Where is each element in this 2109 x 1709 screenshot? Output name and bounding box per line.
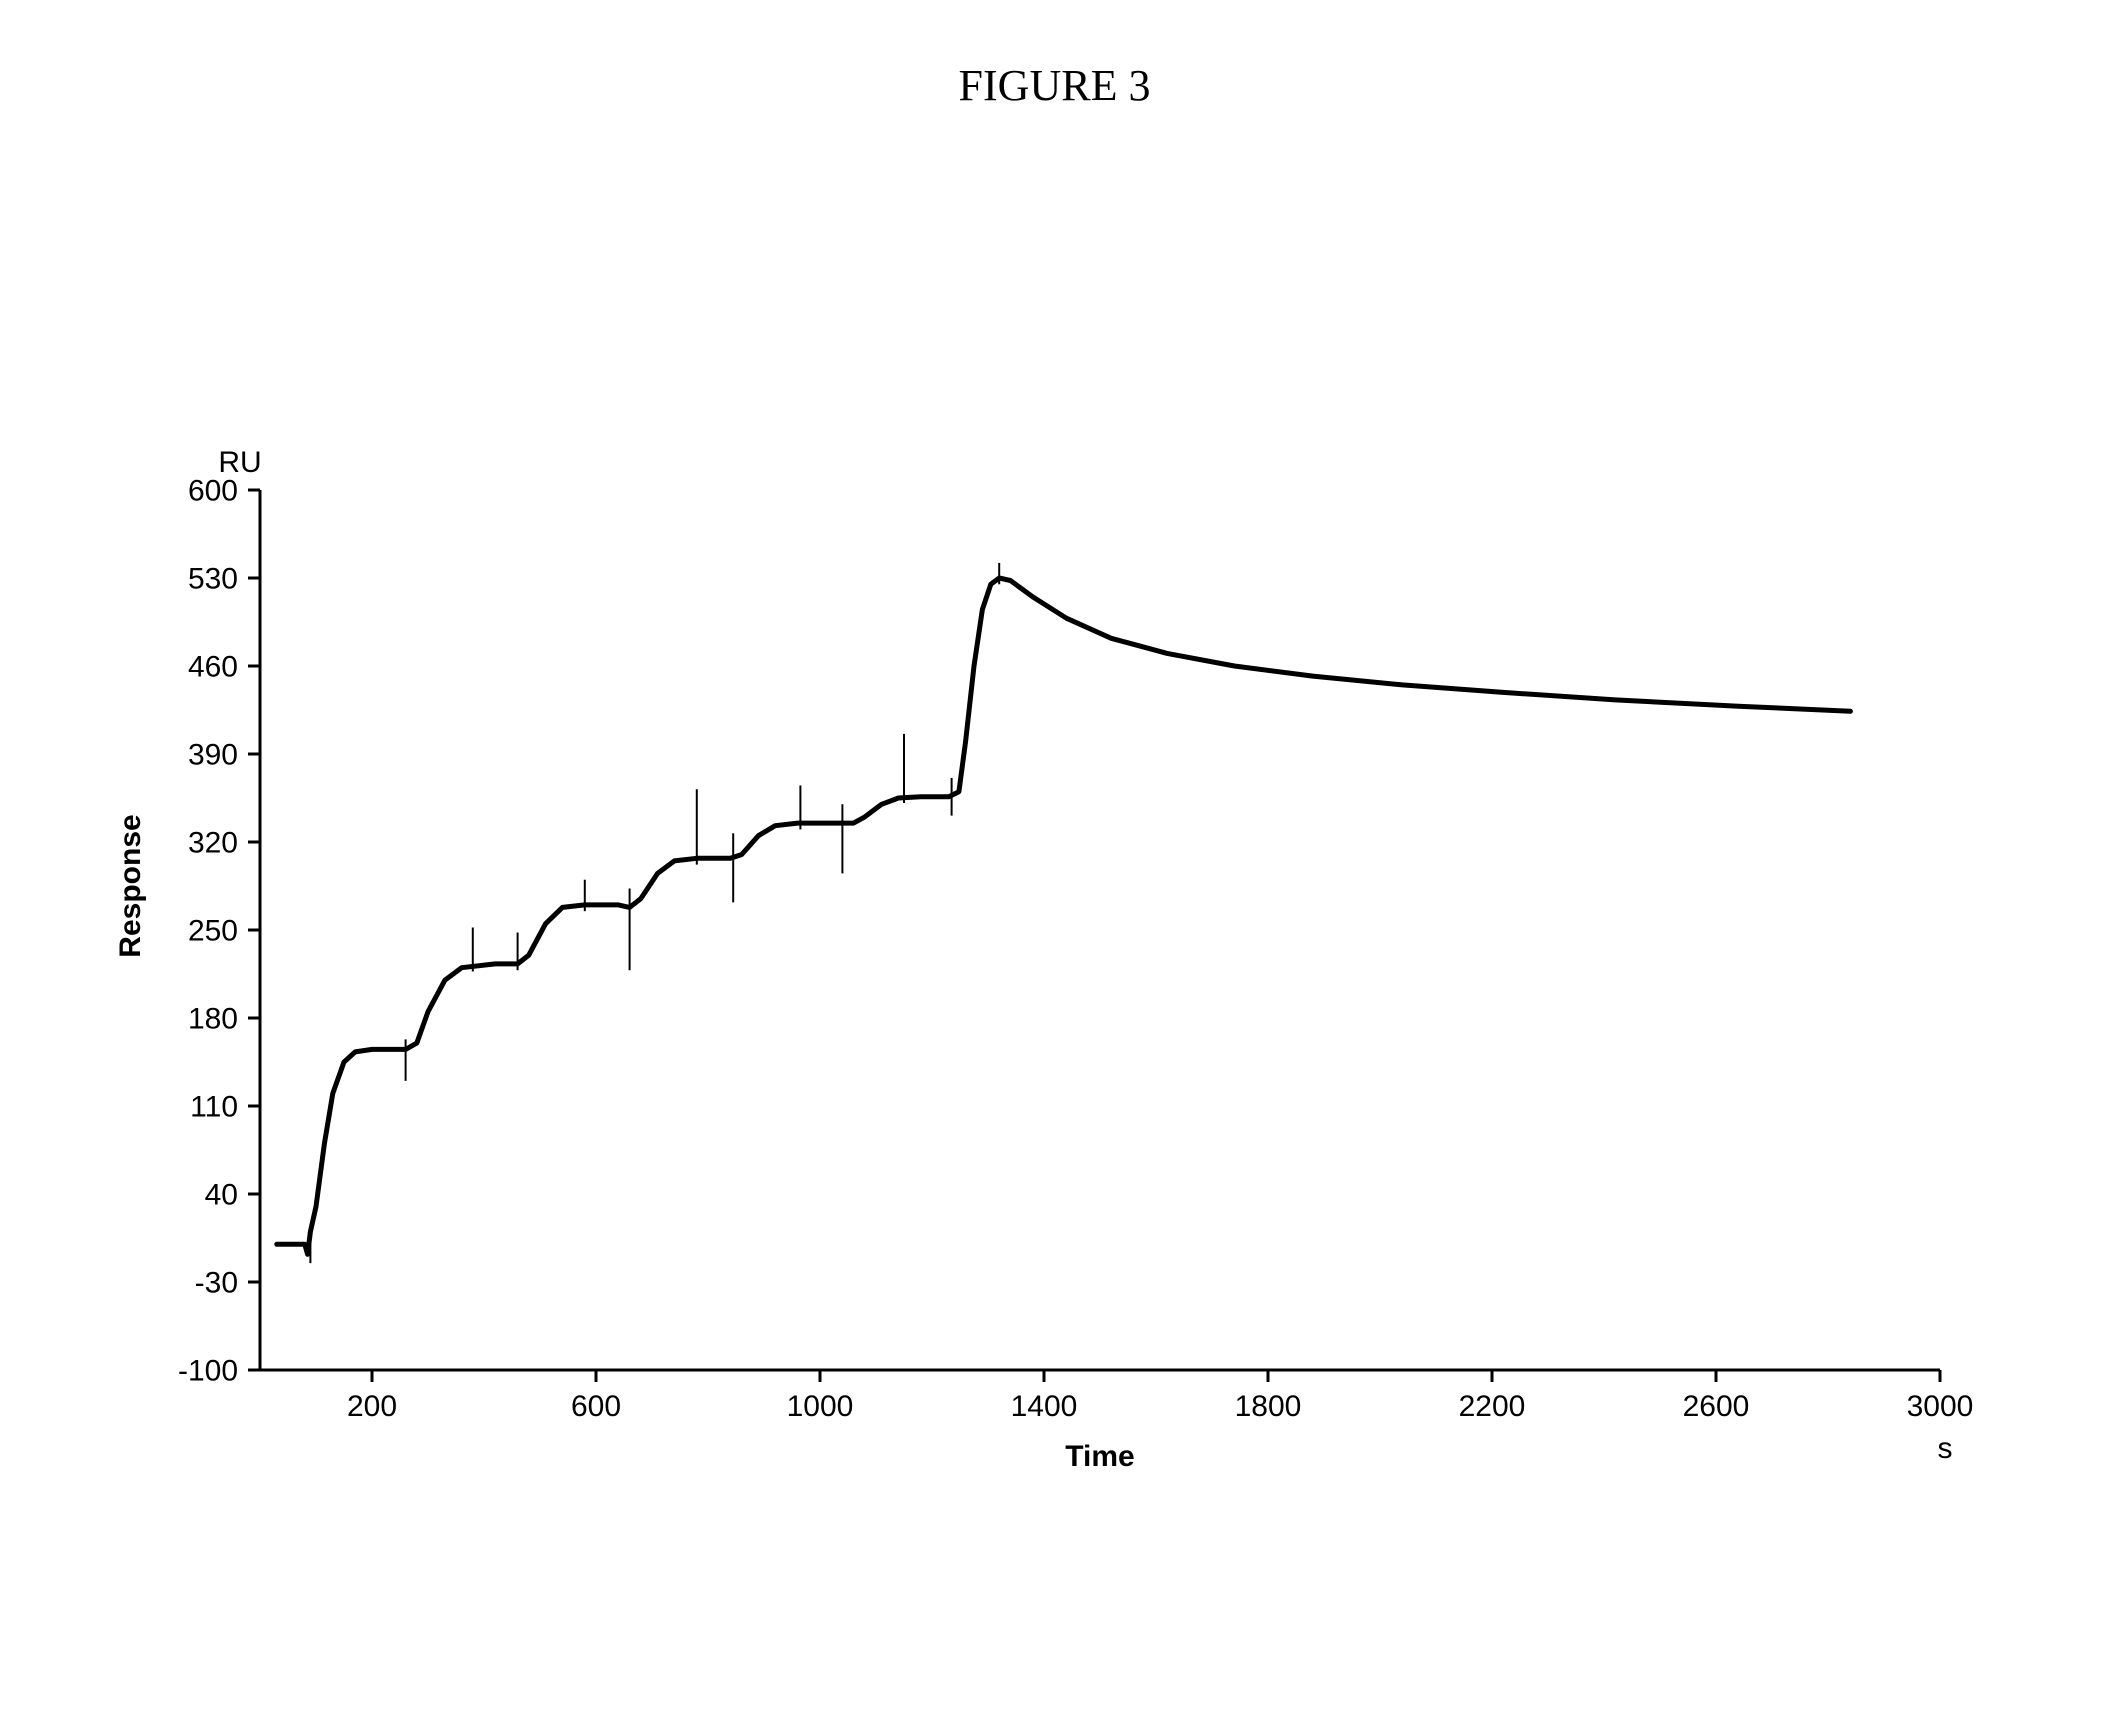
figure-title: FIGURE 3 bbox=[0, 60, 2109, 111]
svg-text:40: 40 bbox=[205, 1179, 238, 1212]
svg-text:1800: 1800 bbox=[1235, 1390, 1302, 1423]
svg-text:3000: 3000 bbox=[1907, 1390, 1974, 1423]
svg-text:390: 390 bbox=[188, 739, 238, 772]
svg-text:600: 600 bbox=[571, 1390, 621, 1423]
svg-text:-100: -100 bbox=[178, 1355, 238, 1388]
svg-text:200: 200 bbox=[347, 1390, 397, 1423]
svg-text:180: 180 bbox=[188, 1003, 238, 1036]
svg-text:320: 320 bbox=[188, 827, 238, 860]
svg-text:RU: RU bbox=[218, 446, 261, 479]
svg-text:Time: Time bbox=[1065, 1440, 1134, 1473]
svg-text:2600: 2600 bbox=[1683, 1390, 1750, 1423]
response-time-chart: -100 -30 40 110 180 250 320 390 460 530 600 200 600 1… bbox=[100, 440, 2000, 1540]
chart-svg: -100 -30 40 110 180 250 320 390 460 530 600 200 600 1… bbox=[100, 440, 2000, 1540]
svg-text:2200: 2200 bbox=[1459, 1390, 1526, 1423]
svg-text:1400: 1400 bbox=[1011, 1390, 1078, 1423]
svg-text:460: 460 bbox=[188, 651, 238, 684]
svg-text:530: 530 bbox=[188, 563, 238, 596]
svg-text:250: 250 bbox=[188, 915, 238, 948]
svg-text:s: s bbox=[1938, 1432, 1953, 1465]
svg-text:110: 110 bbox=[190, 1091, 238, 1124]
svg-text:-30: -30 bbox=[195, 1267, 238, 1300]
svg-text:1000: 1000 bbox=[787, 1390, 854, 1423]
svg-text:Response: Response bbox=[114, 814, 147, 957]
svg-text:600: 600 bbox=[188, 475, 238, 508]
